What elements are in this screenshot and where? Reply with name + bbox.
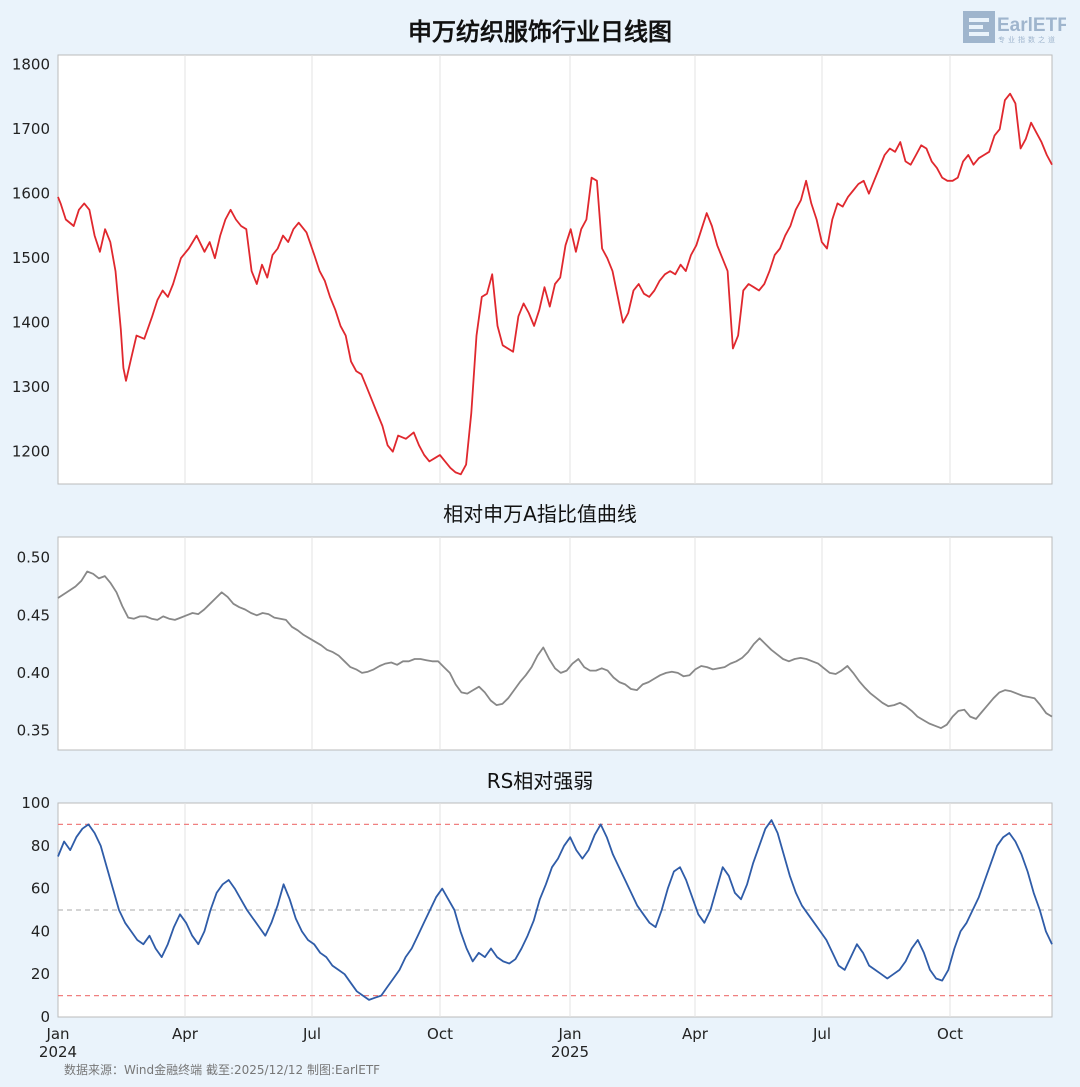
y-tick-label: 1300 bbox=[12, 378, 50, 396]
logo-subtext: 专业指数之道 bbox=[998, 35, 1058, 44]
x-tick-label: Jul bbox=[302, 1025, 321, 1043]
y-tick-label: 80 bbox=[31, 837, 50, 855]
y-tick-label: 1200 bbox=[12, 443, 50, 461]
y-tick-label: 1400 bbox=[12, 314, 50, 332]
x-tick-year: 2024 bbox=[39, 1043, 77, 1061]
y-tick-label: 0.35 bbox=[17, 721, 50, 739]
plot-area bbox=[57, 536, 1053, 751]
y-tick-label: 40 bbox=[31, 922, 50, 940]
panel-3: 0 20 40 60 80 100 bbox=[21, 794, 1053, 1026]
series-line bbox=[57, 92, 1053, 476]
earletf-logo: EarlETF 专业指数之道 bbox=[963, 11, 1066, 44]
y-tick-label: 1700 bbox=[12, 120, 50, 138]
series-line bbox=[57, 570, 1053, 729]
logo-text: EarlETF bbox=[997, 15, 1066, 36]
y-tick-label: 0.40 bbox=[17, 664, 50, 682]
panel-1: 1200 1300 1400 1500 1600 1700 1800 bbox=[12, 54, 1053, 485]
y-tick-label: 20 bbox=[31, 965, 50, 983]
y-tick-label: 60 bbox=[31, 880, 50, 898]
rs-chart-title: RS相对强弱 bbox=[486, 769, 594, 793]
x-tick-label: Apr bbox=[682, 1025, 709, 1043]
y-tick-label: 0 bbox=[40, 1008, 50, 1026]
x-tick-label: Jan bbox=[557, 1025, 581, 1043]
y-tick-label: 1500 bbox=[12, 249, 50, 267]
x-tick-label: Oct bbox=[427, 1025, 453, 1043]
y-tick-label: 100 bbox=[21, 794, 50, 812]
ratio-chart-title: 相对申万A指比值曲线 bbox=[443, 502, 637, 526]
y-tick-label: 0.50 bbox=[17, 549, 50, 567]
plot-area bbox=[57, 54, 1053, 485]
series-line bbox=[57, 819, 1053, 1001]
y-tick-label: 1600 bbox=[12, 185, 50, 203]
x-tick-label: Oct bbox=[937, 1025, 963, 1043]
main-chart-title: 申万纺织服饰行业日线图 bbox=[408, 18, 672, 46]
panel-2: 0.35 0.40 0.45 0.50 bbox=[17, 536, 1053, 751]
source-footer: 数据来源：Wind金融终端 截至:2025/12/12 制图:EarlETF bbox=[64, 1063, 381, 1077]
x-tick-label: Apr bbox=[172, 1025, 199, 1043]
x-tick-label: Jul bbox=[812, 1025, 831, 1043]
y-tick-label: 1800 bbox=[12, 56, 50, 74]
x-tick-year: 2025 bbox=[551, 1043, 589, 1061]
y-tick-label: 0.45 bbox=[17, 606, 50, 624]
x-tick-label: Jan bbox=[45, 1025, 69, 1043]
